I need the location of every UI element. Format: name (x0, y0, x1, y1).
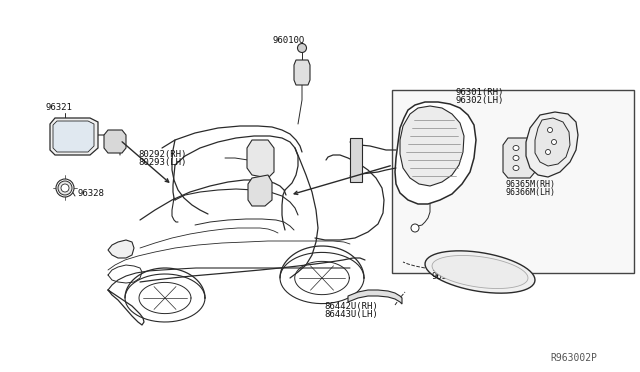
Text: 86442U(RH): 86442U(RH) (324, 301, 378, 311)
Ellipse shape (513, 166, 519, 170)
Text: 96366M(LH): 96366M(LH) (505, 189, 555, 198)
Polygon shape (50, 118, 98, 155)
Polygon shape (432, 256, 528, 289)
Polygon shape (535, 118, 570, 166)
Ellipse shape (411, 224, 419, 232)
Text: 96302M(LH): 96302M(LH) (432, 273, 486, 282)
Polygon shape (395, 102, 476, 204)
Polygon shape (104, 130, 126, 153)
Text: 96010Q: 96010Q (273, 35, 305, 45)
Polygon shape (503, 138, 535, 178)
Text: 96328: 96328 (77, 189, 104, 198)
Polygon shape (108, 240, 134, 258)
Text: 96301(RH): 96301(RH) (455, 87, 504, 96)
Text: R963002P: R963002P (550, 353, 597, 363)
Ellipse shape (58, 181, 72, 195)
Polygon shape (425, 251, 535, 293)
Polygon shape (248, 175, 272, 206)
Ellipse shape (547, 128, 552, 132)
Ellipse shape (513, 155, 519, 160)
Text: 80292(RH): 80292(RH) (139, 151, 187, 160)
Text: 96301M(RH): 96301M(RH) (432, 263, 486, 273)
Polygon shape (53, 121, 94, 152)
Polygon shape (526, 112, 578, 177)
Ellipse shape (545, 150, 550, 154)
Ellipse shape (513, 145, 519, 151)
Ellipse shape (552, 140, 557, 144)
Ellipse shape (298, 44, 307, 52)
Ellipse shape (56, 179, 74, 197)
Text: 80293(LH): 80293(LH) (139, 158, 187, 167)
Bar (392, 90, 634, 273)
Polygon shape (400, 106, 464, 186)
Ellipse shape (61, 184, 69, 192)
Text: 86443U(LH): 86443U(LH) (324, 311, 378, 320)
Polygon shape (294, 60, 310, 85)
Polygon shape (348, 290, 402, 304)
Text: 96321: 96321 (45, 103, 72, 112)
Polygon shape (247, 140, 274, 178)
Polygon shape (350, 138, 362, 182)
Text: 96365M(RH): 96365M(RH) (505, 180, 555, 189)
Text: 96302(LH): 96302(LH) (455, 96, 504, 105)
